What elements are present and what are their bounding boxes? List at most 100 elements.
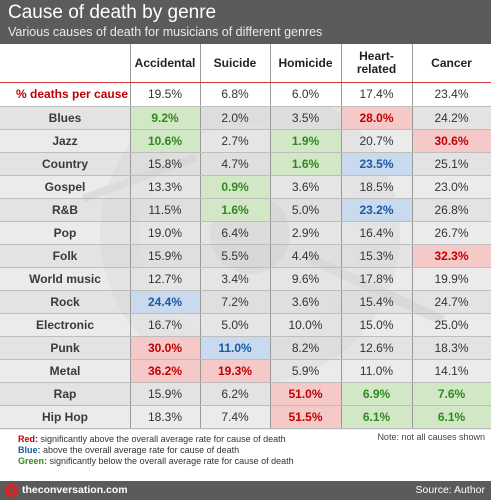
table-cell: 19.0% — [147, 225, 183, 240]
column-header: Heart- related — [356, 49, 397, 76]
grid-line — [0, 313, 491, 314]
table-cell: 9.6% — [291, 271, 320, 286]
grid-line — [130, 44, 131, 428]
table-cell: 2.7% — [221, 133, 249, 148]
overall-value: 6.8% — [221, 87, 249, 101]
note-text: Note: not all causes shown — [377, 432, 485, 442]
table-cell: 28.0% — [341, 106, 412, 129]
table-cell: 11.0% — [359, 363, 394, 378]
table-cell: 24.7% — [434, 294, 469, 309]
table-cell: 4.7% — [221, 156, 249, 171]
table-cell: 16.4% — [359, 225, 394, 240]
table-row: Punk 30.0% 11.0% 8.2% 12.6% 18.3% — [0, 336, 491, 359]
genre-label: Country — [42, 156, 88, 171]
grid-line — [0, 290, 491, 291]
legend-text: above the overall average rate for cause… — [40, 445, 240, 455]
grid-line — [0, 244, 491, 245]
conversation-logo-icon — [5, 484, 18, 497]
table-cell: 20.7% — [359, 133, 394, 148]
table-cell: 16.7% — [147, 317, 183, 332]
legend-item: Red: significantly above the overall ave… — [18, 434, 286, 444]
table-cell: 6.4% — [221, 225, 249, 240]
genre-label: Metal — [49, 363, 81, 378]
grid-line — [0, 267, 491, 268]
overall-value: 17.4% — [359, 87, 394, 101]
table-cell: 15.4% — [359, 294, 394, 309]
table-cell: 10.6% — [130, 129, 200, 152]
table-row: Jazz 10.6% 2.7% 1.9% 20.7% 30.6% — [0, 129, 491, 152]
table-cell: 24.4% — [130, 290, 200, 313]
table-cell: 1.6% — [270, 152, 341, 175]
legend-text: significantly above the overall average … — [38, 434, 286, 444]
table-cell: 15.9% — [147, 386, 183, 401]
table-cell: 10.0% — [288, 317, 323, 332]
column-header: Suicide — [213, 55, 257, 70]
table-row: Metal 36.2% 19.3% 5.9% 11.0% 14.1% — [0, 359, 491, 382]
table-cell: 5.5% — [221, 248, 249, 263]
table-cell: 1.9% — [270, 129, 341, 152]
table-cell: 11.5% — [148, 202, 182, 217]
table-cell: 26.7% — [434, 225, 469, 240]
overall-row: % deaths per cause 19.5% 6.8% 6.0% 17.4% 23.4… — [0, 82, 491, 106]
overall-value: 19.5% — [147, 87, 183, 101]
table-cell: 3.6% — [291, 179, 320, 194]
table-cell: 1.6% — [200, 198, 270, 221]
table-cell: 15.0% — [359, 317, 394, 332]
grid-line — [0, 221, 491, 222]
table-cell: 5.9% — [291, 363, 320, 378]
table-cell: 18.5% — [359, 179, 394, 194]
grid-line — [0, 106, 491, 107]
table-cell: 3.6% — [291, 294, 320, 309]
source-text: Source: Author — [415, 484, 485, 496]
site-name: theconversation.com — [22, 484, 128, 496]
genre-label: World music — [29, 271, 101, 286]
grid-line — [0, 152, 491, 153]
genre-label: Gospel — [44, 179, 86, 194]
table-cell: 6.1% — [412, 405, 491, 428]
overall-value: 23.4% — [434, 87, 469, 101]
overall-value: 6.0% — [291, 87, 320, 101]
table-cell: 2.0% — [221, 110, 249, 125]
genre-label: Punk — [50, 340, 80, 355]
table-cell: 4.4% — [291, 248, 320, 263]
bottom-bar: theconversation.com Source: Author — [0, 481, 491, 500]
table-row: Hip Hop 18.3% 7.4% 51.5% 6.1% 6.1% — [0, 405, 491, 428]
genre-label: Blues — [48, 110, 82, 125]
grid-line — [0, 428, 491, 429]
table-cell: 25.1% — [434, 156, 469, 171]
table-cell: 14.1% — [434, 363, 469, 378]
legend-key: Green: — [18, 456, 48, 466]
table-cell: 26.8% — [434, 202, 469, 217]
grid-line — [0, 359, 491, 360]
column-header: Homicide — [278, 55, 333, 70]
table-cell: 6.2% — [221, 386, 249, 401]
table-cell: 15.8% — [147, 156, 183, 171]
table-cell: 32.3% — [412, 244, 491, 267]
grid-line — [270, 44, 271, 428]
table-cell: 12.6% — [359, 340, 394, 355]
grid-line — [0, 129, 491, 130]
table-cell: 30.6% — [412, 129, 491, 152]
chart-title: Cause of death by genre — [8, 2, 217, 23]
table-cell: 23.2% — [341, 198, 412, 221]
table-row: Rap 15.9% 6.2% 51.0% 6.9% 7.6% — [0, 382, 491, 405]
table-cell: 13.3% — [147, 179, 183, 194]
table-cell: 18.3% — [434, 340, 469, 355]
legend-text: significantly below the overall average … — [47, 456, 294, 466]
table-cell: 51.0% — [270, 382, 341, 405]
genre-label: Pop — [53, 225, 77, 240]
table-cell: 18.3% — [147, 409, 183, 424]
table-row: Blues 9.2% 2.0% 3.5% 28.0% 24.2% — [0, 106, 491, 129]
table-cell: 30.0% — [130, 336, 200, 359]
legend-key: Red: — [18, 434, 38, 444]
table-cell: 6.1% — [341, 405, 412, 428]
grid-line — [0, 405, 491, 406]
grid-line — [0, 82, 491, 83]
footer: Red: significantly above the overall ave… — [0, 430, 491, 500]
table-cell: 3.5% — [291, 110, 320, 125]
legend-item: Green: significantly below the overall a… — [18, 456, 294, 466]
grid-line — [0, 175, 491, 176]
table-cell: 0.9% — [200, 175, 270, 198]
table-cell: 23.5% — [341, 152, 412, 175]
table-cell: 7.2% — [221, 294, 249, 309]
